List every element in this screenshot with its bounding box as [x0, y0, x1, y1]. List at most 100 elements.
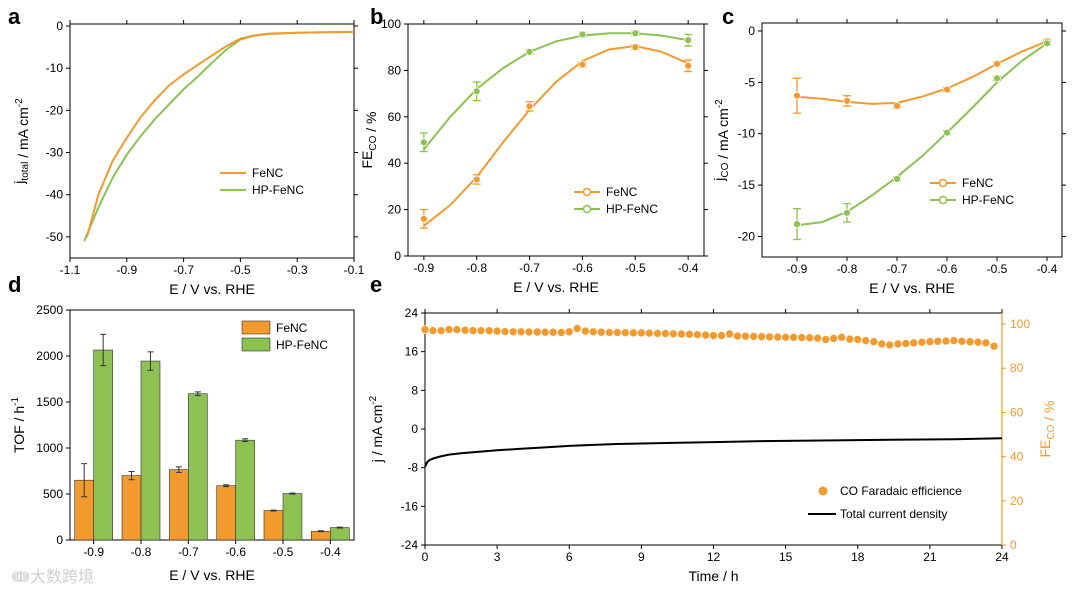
- y-tick-label: -24: [401, 538, 419, 552]
- fe-point: [917, 337, 927, 347]
- y-tick-label: 0: [411, 422, 418, 436]
- x-axis-label: Time / h: [688, 568, 738, 584]
- data-point: [1043, 39, 1051, 48]
- x-tick-label: 12: [707, 550, 721, 564]
- bar: [235, 439, 255, 541]
- x-tick-label: -0.9: [787, 262, 808, 276]
- fe-point: [725, 329, 734, 339]
- fe-point: [709, 331, 718, 340]
- fe-point: [717, 331, 726, 340]
- fe-point: [508, 327, 518, 337]
- fe-point: [869, 337, 879, 347]
- fe-point: [557, 328, 566, 337]
- x-tick-label: -0.9: [83, 545, 104, 559]
- legend-label: FeNC: [252, 166, 284, 180]
- fe-point: [837, 333, 846, 342]
- legend-marker: [818, 486, 828, 496]
- fe-point: [468, 326, 478, 335]
- data-point: [472, 87, 481, 96]
- fe-point: [861, 336, 870, 345]
- legend-label: FeNC: [962, 176, 994, 190]
- panel-label-d: d: [8, 272, 21, 297]
- fit-line: [423, 32, 689, 150]
- fe-point: [973, 337, 983, 347]
- bar: [140, 360, 161, 541]
- fe-point: [941, 336, 951, 346]
- x-axis-label: E / V vs. RHE: [869, 280, 955, 296]
- panel-label-a: a: [8, 4, 21, 29]
- series-group: [793, 37, 1051, 241]
- x-tick-label: -0.5: [230, 263, 251, 277]
- fe-point: [581, 326, 590, 336]
- plot-frame: [69, 309, 355, 541]
- fe-point: [613, 328, 622, 337]
- current-line: [424, 437, 1003, 468]
- fe-point: [845, 334, 855, 344]
- fe-point: [781, 333, 790, 342]
- y-tick-label: -16: [401, 499, 419, 513]
- x-tick-label: -0.6: [572, 261, 593, 275]
- fe-point: [909, 338, 919, 348]
- fe-point: [540, 327, 550, 337]
- fe-point: [989, 341, 999, 351]
- x-tick-label: 18: [851, 550, 865, 564]
- y-tick-label: 1000: [36, 441, 63, 455]
- x-tick-label: -0.9: [414, 261, 435, 275]
- data-point: [684, 61, 693, 70]
- x-tick-label: -0.5: [273, 545, 294, 559]
- panel-label-e: e: [370, 272, 382, 297]
- chart-c: -0.9 -0.8 -0.7 -0.6 -0.5 -0.4 0 -5 -10 -15 -20 E / …: [711, 19, 1066, 296]
- legend-label: HP-FeNC: [276, 338, 328, 352]
- fe-point: [773, 332, 782, 342]
- legend-label: CO Faradaic efficience: [840, 484, 962, 498]
- data-point: [684, 36, 693, 45]
- x-tick-label: 15: [779, 550, 793, 564]
- x-axis-label: E / V vs. RHE: [513, 279, 599, 295]
- fe-point: [813, 333, 822, 343]
- data-point: [943, 128, 951, 137]
- plot-frame: [69, 23, 355, 259]
- fe-point: [596, 327, 606, 337]
- y-tick-label: -8: [407, 461, 418, 475]
- fe-point: [572, 324, 582, 333]
- y-tick-label: 0: [56, 19, 63, 33]
- fe-point: [460, 325, 470, 335]
- bar: [216, 485, 236, 541]
- x-tick-label: -0.3: [287, 263, 308, 277]
- y-tick-label: 0: [56, 533, 63, 547]
- fe-point: [933, 336, 943, 346]
- x-tick-label: -0.7: [519, 261, 540, 275]
- fe-point: [741, 331, 750, 341]
- plot-frame: [407, 23, 705, 257]
- data-point: [419, 214, 428, 223]
- data-point: [943, 85, 951, 94]
- bar: [263, 510, 284, 541]
- y-tick-label: -40: [46, 188, 64, 202]
- fe-point: [693, 330, 702, 339]
- x-tick-label: -0.6: [937, 262, 958, 276]
- y2-tick-label: 20: [1010, 494, 1024, 508]
- x-axis-label: E / V vs. RHE: [169, 281, 255, 297]
- x-tick-label: -0.1: [344, 263, 365, 277]
- x-tick-label: -0.6: [225, 545, 246, 559]
- bar: [282, 493, 303, 541]
- watermark-logo-icon: ↈ: [12, 567, 30, 586]
- legend-swatch: [241, 320, 271, 335]
- x-tick-label: -0.7: [887, 262, 908, 276]
- fe-point: [564, 327, 574, 337]
- legend-marker: [582, 187, 592, 197]
- data-point: [419, 138, 428, 147]
- fe-point: [645, 328, 654, 338]
- fe-point: [500, 327, 510, 336]
- fe-point: [629, 328, 638, 338]
- fe-point: [532, 327, 542, 337]
- bar: [121, 475, 142, 541]
- fe-point: [428, 326, 438, 335]
- y2-tick-label: 40: [1010, 450, 1024, 464]
- bar: [93, 349, 113, 541]
- fe-point: [981, 338, 991, 348]
- data-point: [843, 96, 851, 105]
- y-tick-label: 8: [411, 383, 418, 397]
- y-axis-label: FECO / %: [359, 111, 379, 168]
